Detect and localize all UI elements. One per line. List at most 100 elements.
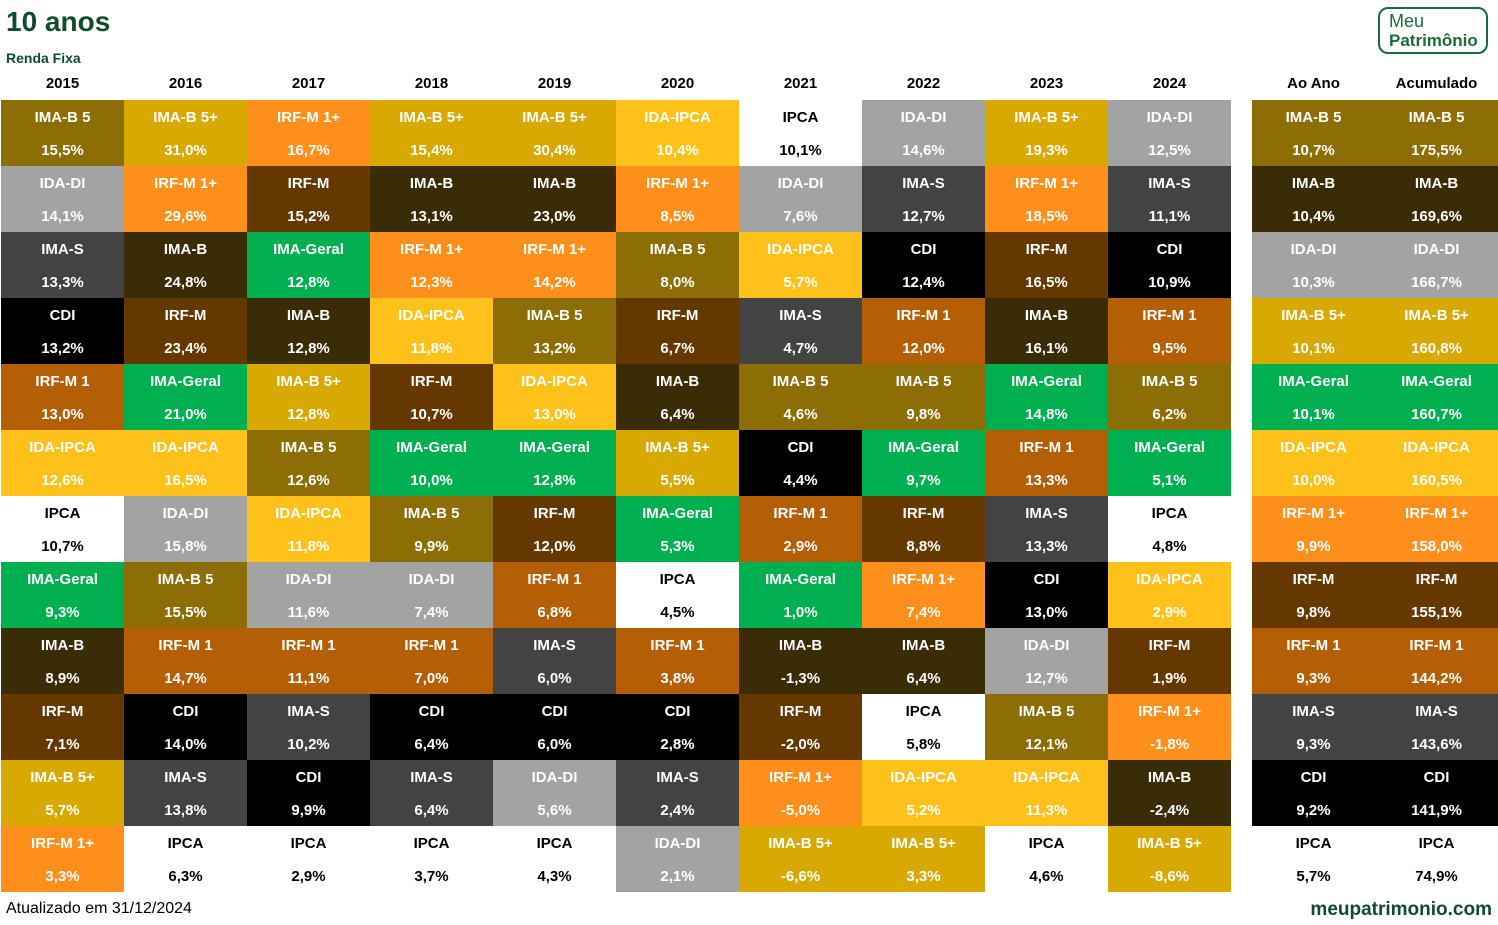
ranking-cell: CDI 12,4%	[862, 232, 985, 298]
ranking-cell: CDI 9,9%	[247, 760, 370, 826]
index-return: 11,8%	[287, 538, 330, 555]
index-name: IRF-M	[1148, 637, 1191, 654]
ranking-cell: IRF-M 1+ -5,0%	[739, 760, 862, 826]
ranking-cell: CDI 6,0%	[493, 694, 616, 760]
ranking-cell: IRF-M 1 13,3%	[985, 430, 1108, 496]
index-return: 4,8%	[1152, 538, 1187, 555]
index-name: CDI	[1423, 769, 1450, 786]
index-return: 5,5%	[660, 472, 695, 489]
ranking-cell: IMA-B 5+ 3,3%	[862, 826, 985, 892]
index-name: IRF-M	[656, 307, 699, 324]
column-header: 2023	[1029, 75, 1064, 92]
index-return: 14,1%	[41, 208, 84, 225]
index-name: IRF-M 1	[281, 637, 336, 654]
index-return: 6,4%	[414, 802, 449, 819]
index-return: 15,5%	[41, 142, 84, 159]
index-return: 169,6%	[1411, 208, 1462, 225]
index-name: IPCA	[905, 703, 942, 720]
ranking-cell: IMA-B 23,0%	[493, 166, 616, 232]
index-name: IMA-Geral	[1134, 439, 1205, 456]
ranking-cell: IRF-M 1 13,0%	[1, 364, 124, 430]
page-title: 10 anos	[6, 6, 111, 37]
index-return: 14,2%	[533, 274, 576, 291]
index-name: IMA-Geral	[396, 439, 467, 456]
index-return: -5,0%	[780, 802, 821, 819]
index-name: IDA-DI	[654, 835, 701, 852]
index-return: 8,9%	[45, 670, 80, 687]
index-return: 143,6%	[1411, 736, 1462, 753]
ranking-cell: IMA-B 6,4%	[862, 628, 985, 694]
index-return: -1,8%	[1149, 736, 1190, 753]
ranking-cell: CDI 9,2%	[1252, 760, 1375, 826]
index-return: 7,4%	[414, 604, 449, 621]
index-return: 31,0%	[164, 142, 207, 159]
index-return: 2,4%	[660, 802, 695, 819]
index-return: 6,4%	[906, 670, 941, 687]
index-name: IMA-B 5+	[645, 439, 710, 456]
index-name: IDA-DI	[39, 175, 86, 192]
ranking-cell: IMA-B -2,4%	[1108, 760, 1231, 826]
index-name: IMA-B 5+	[399, 109, 464, 126]
index-name: IMA-B	[1024, 307, 1069, 324]
ranking-cell: IMA-B 5+ 30,4%	[493, 100, 616, 166]
ranking-cell: IPCA 2,9%	[247, 826, 370, 892]
index-return: 5,3%	[660, 538, 695, 555]
index-name: IMA-S	[410, 769, 453, 786]
index-return: 29,6%	[164, 208, 207, 225]
ranking-cell: CDI 6,4%	[370, 694, 493, 760]
index-name: IDA-IPCA	[398, 307, 465, 324]
index-return: 1,0%	[783, 604, 818, 621]
index-return: 160,8%	[1411, 340, 1462, 357]
column-header: 2019	[537, 75, 572, 92]
index-name: IMA-B 5+	[1281, 307, 1346, 324]
index-name: CDI	[1156, 241, 1183, 258]
index-return: 9,3%	[1296, 670, 1331, 687]
index-return: 9,8%	[1296, 604, 1331, 621]
ranking-cell: IRF-M 7,1%	[1, 694, 124, 760]
ranking-cell: IMA-S 13,3%	[1, 232, 124, 298]
index-return: 6,2%	[1152, 406, 1187, 423]
index-name: IPCA	[44, 505, 81, 522]
index-return: 9,3%	[1296, 736, 1331, 753]
index-name: IMA-Geral	[27, 571, 98, 588]
ranking-cell: IPCA 5,8%	[862, 694, 985, 760]
index-name: IMA-S	[164, 769, 207, 786]
index-return: 15,8%	[164, 538, 207, 555]
index-name: IPCA	[1028, 835, 1065, 852]
ranking-cell: IRF-M 1,9%	[1108, 628, 1231, 694]
ranking-cell: IRF-M 1+ 16,7%	[247, 100, 370, 166]
site-url: meupatrimonio.com	[1310, 899, 1492, 920]
index-return: 9,3%	[45, 604, 80, 621]
ranking-cell: IDA-IPCA 12,6%	[1, 430, 124, 496]
ranking-cell: IDA-IPCA 11,8%	[370, 298, 493, 364]
index-return: 6,4%	[660, 406, 695, 423]
index-return: 6,0%	[537, 736, 572, 753]
index-name: IRF-M	[1415, 571, 1458, 588]
index-return: 11,6%	[287, 604, 330, 621]
index-return: 10,0%	[1292, 472, 1335, 489]
ranking-cell: IPCA 4,6%	[985, 826, 1108, 892]
ranking-cell: IDA-IPCA 16,5%	[124, 430, 247, 496]
ranking-cell: IDA-IPCA 11,3%	[985, 760, 1108, 826]
ranking-cell: IRF-M 1+ 12,3%	[370, 232, 493, 298]
index-name: IDA-IPCA	[275, 505, 342, 522]
index-name: CDI	[541, 703, 568, 720]
ranking-cell: IMA-S 6,4%	[370, 760, 493, 826]
ranking-cell: IRF-M 10,7%	[370, 364, 493, 430]
index-return: 3,7%	[414, 868, 449, 885]
index-name: IRF-M	[533, 505, 576, 522]
index-name: IPCA	[659, 571, 696, 588]
index-name: IRF-M 1+	[769, 769, 832, 786]
index-return: 30,4%	[533, 142, 576, 159]
index-return: 4,5%	[660, 604, 695, 621]
ranking-cell: IMA-Geral 5,3%	[616, 496, 739, 562]
index-return: 5,1%	[1152, 472, 1187, 489]
index-name: IRF-M 1	[158, 637, 213, 654]
index-name: IDA-IPCA	[521, 373, 588, 390]
index-name: IMA-B 5+	[1137, 835, 1202, 852]
index-name: IMA-Geral	[273, 241, 344, 258]
ranking-cell: IRF-M 1+ 29,6%	[124, 166, 247, 232]
index-return: 13,3%	[1025, 472, 1068, 489]
index-return: 166,7%	[1411, 274, 1462, 291]
index-name: IDA-DI	[531, 769, 578, 786]
